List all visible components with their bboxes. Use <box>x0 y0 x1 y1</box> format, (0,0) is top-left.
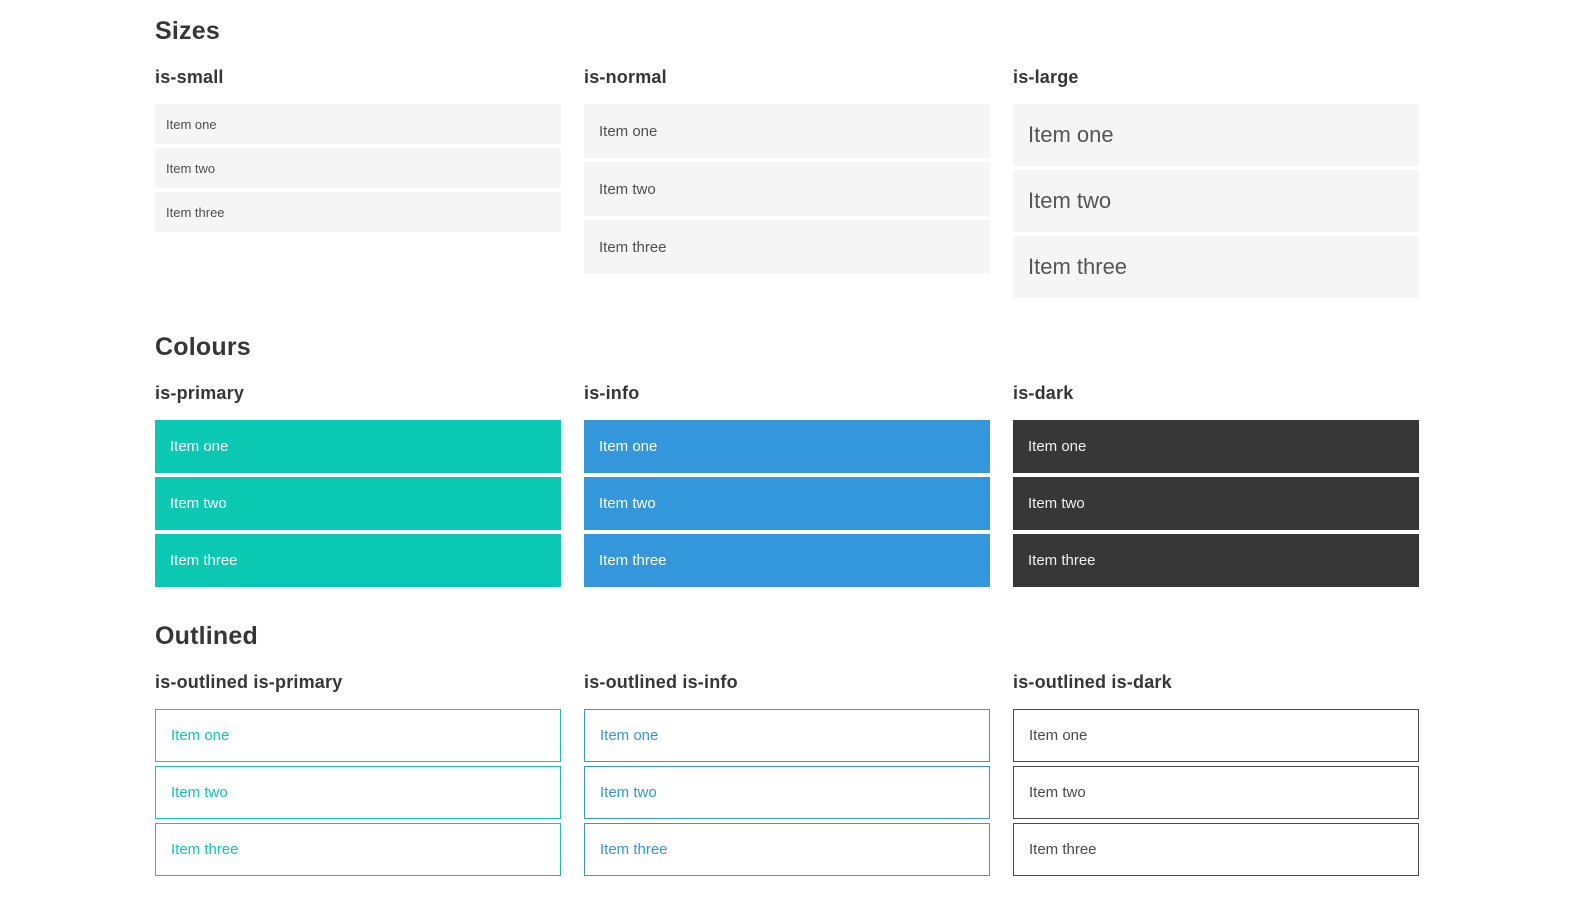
section-title: Outlined <box>155 622 258 650</box>
list-item: Item three <box>155 823 561 876</box>
group-is-normal: is-normal Item one Item two Item three <box>584 66 990 278</box>
list-item: Item one <box>155 420 561 473</box>
group-label: is-outlined is-primary <box>155 672 343 692</box>
group-label: is-small <box>155 67 224 87</box>
section-outlined: Outlined is-outlined is-primary Item one… <box>155 621 1419 880</box>
item-list: Item one Item two Item three <box>155 709 561 876</box>
item-list: Item one Item two Item three <box>1013 709 1419 876</box>
outlined-grid: is-outlined is-primary Item one Item two… <box>155 671 1419 880</box>
list-item: Item two <box>155 477 561 530</box>
section-title: Colours <box>155 333 251 361</box>
section-colours: Colours is-primary Item one Item two Ite… <box>155 332 1419 591</box>
sizes-grid: is-small Item one Item two Item three is… <box>155 66 1419 302</box>
list-item: Item one <box>155 709 561 762</box>
list-item: Item three <box>584 534 990 587</box>
section-title: Sizes <box>155 17 220 45</box>
group-is-outlined-is-primary: is-outlined is-primary Item one Item two… <box>155 671 561 880</box>
group-label: is-info <box>584 383 640 403</box>
list-item: Item one <box>1013 104 1419 166</box>
item-list: Item one Item two Item three <box>155 104 561 232</box>
list-item: Item two <box>584 477 990 530</box>
group-label: is-outlined is-info <box>584 672 738 692</box>
item-list: Item one Item two Item three <box>584 709 990 876</box>
item-list: Item one Item two Item three <box>584 420 990 587</box>
section-sizes: Sizes is-small Item one Item two Item th… <box>155 16 1419 302</box>
list-item: Item one <box>584 104 990 158</box>
group-is-outlined-is-info: is-outlined is-info Item one Item two It… <box>584 671 990 880</box>
list-item: Item two <box>155 148 561 188</box>
list-item: Item two <box>1013 477 1419 530</box>
group-is-info: is-info Item one Item two Item three <box>584 382 990 591</box>
list-item: Item three <box>155 534 561 587</box>
item-list: Item one Item two Item three <box>155 420 561 587</box>
list-item: Item three <box>1013 823 1419 876</box>
group-is-dark: is-dark Item one Item two Item three <box>1013 382 1419 591</box>
group-label: is-dark <box>1013 383 1074 403</box>
list-item: Item three <box>584 823 990 876</box>
group-is-primary: is-primary Item one Item two Item three <box>155 382 561 591</box>
list-item: Item three <box>1013 534 1419 587</box>
group-is-outlined-is-dark: is-outlined is-dark Item one Item two It… <box>1013 671 1419 880</box>
list-item: Item two <box>584 162 990 216</box>
list-item: Item two <box>1013 766 1419 819</box>
list-item: Item one <box>584 709 990 762</box>
group-label: is-primary <box>155 383 245 403</box>
list-item: Item one <box>1013 709 1419 762</box>
list-item: Item three <box>155 192 561 232</box>
group-label: is-outlined is-dark <box>1013 672 1172 692</box>
colours-grid: is-primary Item one Item two Item three … <box>155 382 1419 591</box>
list-item: Item three <box>1013 236 1419 298</box>
item-list: Item one Item two Item three <box>1013 104 1419 298</box>
list-item: Item one <box>155 104 561 144</box>
group-label: is-large <box>1013 67 1079 87</box>
group-label: is-normal <box>584 67 667 87</box>
group-is-small: is-small Item one Item two Item three <box>155 66 561 236</box>
list-item: Item one <box>1013 420 1419 473</box>
group-is-large: is-large Item one Item two Item three <box>1013 66 1419 302</box>
list-item: Item two <box>155 766 561 819</box>
list-item: Item two <box>1013 170 1419 232</box>
list-item: Item three <box>584 220 990 274</box>
item-list: Item one Item two Item three <box>584 104 990 274</box>
list-item: Item one <box>584 420 990 473</box>
item-list: Item one Item two Item three <box>1013 420 1419 587</box>
list-item: Item two <box>584 766 990 819</box>
